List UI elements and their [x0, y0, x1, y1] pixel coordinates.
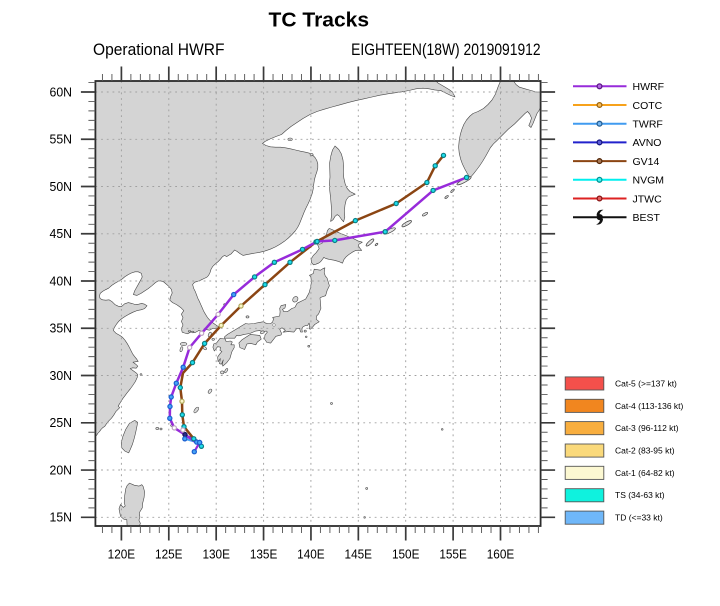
svg-text:140E: 140E — [297, 548, 325, 562]
svg-text:TD (<=33 kt): TD (<=33 kt) — [615, 513, 663, 523]
svg-text:Cat-2 (83-95 kt): Cat-2 (83-95 kt) — [615, 446, 675, 456]
svg-text:TS (34-63 kt): TS (34-63 kt) — [615, 490, 665, 500]
svg-text:TC Tracks: TC Tracks — [269, 10, 370, 32]
svg-text:Cat-5 (>=137 kt): Cat-5 (>=137 kt) — [615, 379, 677, 389]
svg-text:35N: 35N — [50, 322, 73, 336]
svg-text:135E: 135E — [250, 548, 278, 562]
svg-text:Cat-1 (64-82 kt): Cat-1 (64-82 kt) — [615, 468, 675, 478]
svg-text:40N: 40N — [50, 274, 73, 288]
svg-text:BEST: BEST — [633, 212, 661, 224]
svg-text:150E: 150E — [392, 548, 420, 562]
svg-text:COTC: COTC — [633, 100, 663, 112]
svg-text:15N: 15N — [50, 511, 73, 525]
svg-text:55N: 55N — [50, 133, 73, 147]
svg-text:130E: 130E — [202, 548, 230, 562]
svg-text:20N: 20N — [50, 463, 73, 477]
svg-text:60N: 60N — [50, 85, 73, 99]
svg-text:Operational HWRF: Operational HWRF — [93, 40, 225, 59]
svg-text:50N: 50N — [50, 180, 73, 194]
svg-text:Cat-4 (113-136 kt): Cat-4 (113-136 kt) — [615, 401, 684, 411]
svg-text:30N: 30N — [50, 369, 73, 383]
svg-text:145E: 145E — [345, 548, 373, 562]
svg-text:HWRF: HWRF — [633, 81, 665, 93]
svg-text:Cat-3 (96-112 kt): Cat-3 (96-112 kt) — [615, 423, 679, 433]
svg-text:JTWC: JTWC — [633, 193, 663, 205]
svg-text:AVNO: AVNO — [633, 137, 662, 149]
svg-text:120E: 120E — [108, 548, 136, 562]
svg-text:TWRF: TWRF — [633, 119, 663, 131]
svg-text:EIGHTEEN(18W) 2019091912: EIGHTEEN(18W) 2019091912 — [351, 40, 541, 59]
svg-text:125E: 125E — [155, 548, 183, 562]
svg-text:45N: 45N — [50, 227, 73, 241]
svg-text:NVGM: NVGM — [633, 175, 665, 187]
svg-text:25N: 25N — [50, 416, 73, 430]
svg-text:155E: 155E — [439, 548, 467, 562]
svg-text:160E: 160E — [487, 548, 515, 562]
svg-text:GV14: GV14 — [633, 156, 660, 168]
